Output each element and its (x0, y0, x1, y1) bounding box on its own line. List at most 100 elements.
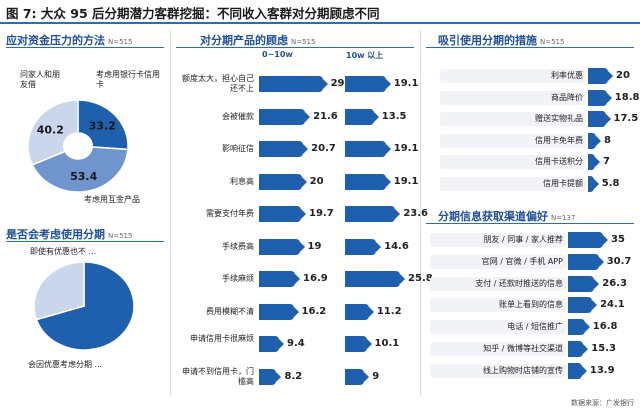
pie1-label-fintech: 考虑用互金产品 (84, 195, 140, 204)
concern-title: 对分期产品的顾虑 N=515 (200, 34, 316, 47)
concern-value-high-income: 19.1 (393, 78, 419, 89)
concern-value-high-income: 13.5 (381, 110, 407, 122)
concern-bar-high-income (345, 271, 406, 287)
concern-bar-high-income (345, 336, 371, 352)
concern-bar-high-income (345, 206, 401, 222)
pie-slice (33, 261, 85, 321)
pie2-label-no: 即使有优惠也不 ... (30, 247, 97, 256)
channels-category-label: 知乎 / 微博等社交渠道 (430, 342, 566, 356)
concern-value-high-income: 19.1 (393, 143, 419, 154)
concern-value-high-income: 25.8 (408, 273, 433, 284)
concern-bar-low-income (259, 303, 299, 320)
section-rule (6, 241, 164, 242)
channels-category-label: 支付 / 还款时推送的信息 (430, 276, 566, 291)
concern-bar-low-income (259, 206, 307, 222)
concern-bar-high-income (345, 368, 370, 385)
series-label-low-income: 0~10w (262, 50, 293, 59)
measures-bar (588, 68, 613, 84)
column-divider (170, 30, 171, 396)
measures-bar (588, 89, 612, 106)
series-label-high-income: 10w 以上 (346, 51, 384, 60)
measures-category-label: 商品降价 (440, 90, 586, 105)
concern-value-high-income: 19.1 (393, 175, 419, 187)
measures-value: 17.5 (613, 113, 639, 124)
measures-value: 8 (604, 134, 611, 146)
channels-bar (568, 362, 587, 379)
concern-category-label: 费用模糊不清 (206, 306, 254, 316)
channels-value: 24.1 (600, 299, 625, 311)
concern-category-label: 会被催款 (222, 111, 254, 121)
column-divider (420, 30, 421, 396)
concern-value-low-income: 20 (309, 175, 324, 187)
measures-bar (588, 132, 601, 149)
section-rule (6, 47, 164, 48)
section-rule (176, 47, 414, 48)
concern-value-low-income: 9.4 (287, 338, 305, 349)
concern-bar-high-income (345, 303, 374, 320)
concern-category-label: 申请信用卡很麻烦 (190, 334, 254, 343)
concern-bar-low-income (259, 141, 309, 157)
channels-bar (568, 232, 608, 248)
pie-slice (35, 261, 135, 351)
pie1-label-family: 问家人和朋友借 (20, 70, 60, 89)
concern-category-label: 手续麻烦 (222, 274, 254, 283)
pie-slice (77, 99, 129, 151)
title-rule (0, 22, 640, 24)
channels-value: 26.3 (602, 277, 627, 289)
concern-bar-high-income (345, 238, 382, 255)
pie-hole (63, 132, 93, 160)
concern-value-low-income: 19 (307, 240, 322, 252)
measures-bar (588, 154, 600, 170)
concern-bar-low-income (259, 271, 301, 287)
concern-bar-high-income (345, 108, 379, 125)
concern-value-high-income: 10.1 (374, 338, 400, 349)
section-rule (426, 223, 634, 224)
concern-value-high-income: 11.2 (376, 305, 402, 317)
concern-category-label: 利息高 (230, 176, 254, 186)
channels-category-label: 电话 / 短信推广 (430, 320, 566, 335)
concern-category-label: 手续费高 (222, 241, 254, 251)
pie-value-label: 53.4 (70, 170, 97, 183)
concern-bar-low-income (259, 108, 311, 125)
concern-bar-low-income (259, 336, 285, 352)
concern-bar-low-income (259, 238, 305, 255)
pie2-label-yes: 会因优惠考虑分期 ... (28, 360, 103, 369)
measures-value: 20 (616, 70, 630, 81)
measures-category-label: 信用卡免年费 (440, 133, 586, 148)
concern-category-label: 需要支付年费 (206, 209, 254, 218)
concern-bar-high-income (345, 141, 391, 157)
concern-value-low-income: 21.6 (313, 110, 338, 122)
pie1-chart: 33.2 53.4 40.2 (27, 99, 129, 193)
concern-value-high-income: 9 (372, 370, 380, 382)
concern-bar-low-income (259, 76, 328, 92)
source-note: 数据来源：广发银行 (571, 399, 634, 407)
measures-value: 7 (603, 156, 610, 167)
channels-bar (568, 297, 598, 314)
concern-value-low-income: 29.8 (330, 78, 356, 89)
measures-category-label: 信用卡送积分 (440, 155, 586, 169)
measures-bar (588, 111, 610, 127)
measures-category-label: 赠送实物礼品 (440, 112, 586, 126)
channels-bar (568, 319, 590, 336)
measures-value: 18.8 (614, 91, 640, 103)
channels-bar (568, 341, 589, 357)
channels-category-label: 线上购物时店铺的宣传 (430, 363, 566, 378)
channels-title: 分期信息获取渠道偏好 N=137 (438, 210, 576, 223)
concern-bar-low-income (259, 368, 283, 385)
concern-value-high-income: 23.6 (403, 208, 429, 219)
measures-category-label: 信用卡提额 (440, 176, 586, 191)
concern-value-low-income: 8.2 (284, 370, 303, 382)
channels-value: 13.9 (589, 364, 615, 376)
pie1-title: 应对资金压力的方法 N=515 (6, 34, 133, 47)
concern-value-low-income: 16.9 (303, 273, 328, 284)
channels-value: 35 (611, 234, 625, 245)
channels-value: 16.8 (592, 321, 618, 333)
concern-value-low-income: 20.7 (311, 143, 336, 154)
measures-title: 吸引使用分期的措施 N=515 (438, 34, 565, 47)
channels-bar (568, 253, 604, 270)
concern-value-low-income: 16.2 (301, 305, 327, 317)
pie-value-label: 33.2 (89, 119, 116, 132)
concern-value-high-income: 14.6 (384, 240, 409, 252)
measures-category-label: 利率优惠 (440, 69, 586, 83)
concern-bar-low-income (259, 173, 307, 190)
